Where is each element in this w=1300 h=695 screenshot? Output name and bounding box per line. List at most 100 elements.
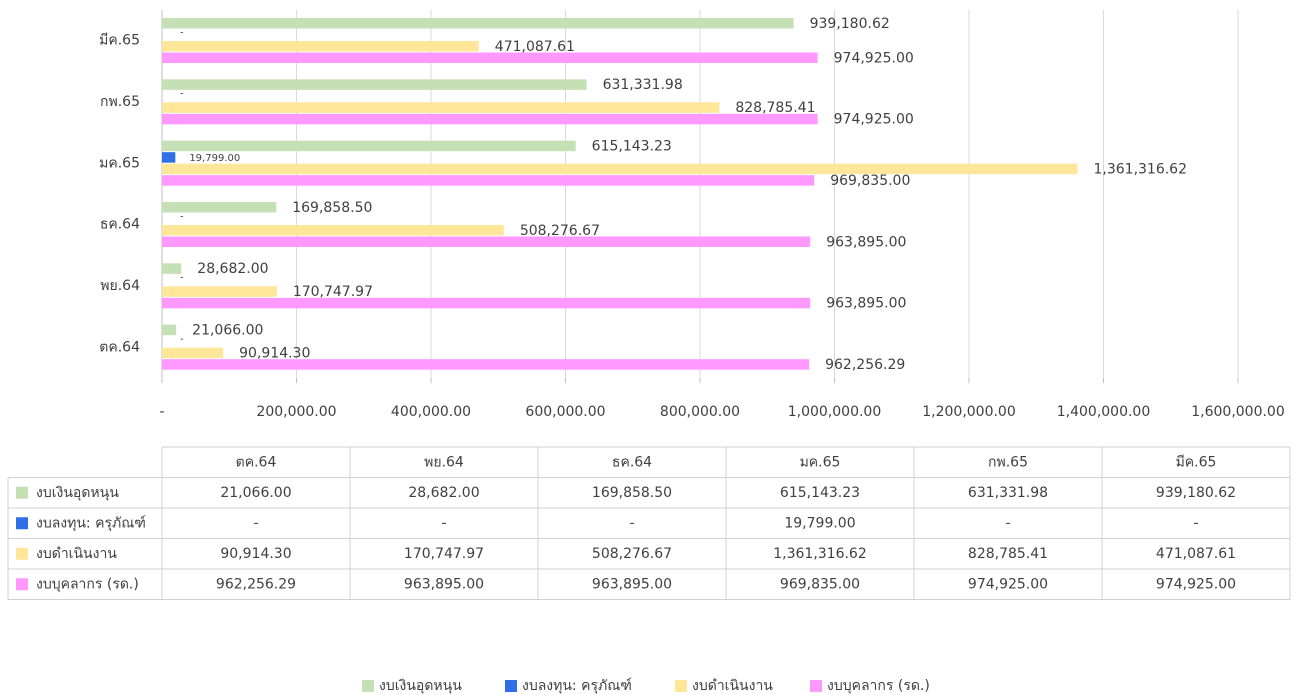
bar (162, 140, 576, 152)
x-tick-label: 1,400,000.00 (1057, 404, 1151, 420)
bar (162, 163, 1078, 175)
table-cell: 974,925.00 (968, 576, 1048, 592)
table-cell: - (253, 515, 258, 531)
table-cell: 963,895.00 (404, 576, 484, 592)
bar (162, 297, 811, 309)
legend-label: งบดำเนินงาน (692, 678, 773, 694)
bar (162, 359, 810, 370)
data-label: 631,331.98 (603, 77, 683, 93)
bar (162, 202, 277, 213)
data-label: 90,914.30 (239, 345, 310, 361)
table-cell: 169,858.50 (592, 485, 672, 501)
data-label: 974,925.00 (834, 112, 914, 128)
category-label: มค.65 (99, 155, 140, 171)
data-label: 471,087.61 (495, 39, 575, 55)
x-tick-label: 800,000.00 (660, 404, 740, 420)
data-label: 21,066.00 (192, 322, 263, 338)
table-header: มค.65 (800, 454, 841, 470)
x-tick-label: 1,200,000.00 (922, 404, 1016, 420)
x-tick-label: 400,000.00 (391, 404, 471, 420)
legend-key (16, 486, 28, 499)
x-tick-label: 600,000.00 (525, 404, 605, 420)
table-header: พย.64 (424, 454, 464, 470)
bar (162, 236, 811, 247)
table-cell: 471,087.61 (1156, 546, 1236, 562)
table-cell: 21,066.00 (220, 485, 291, 501)
bar (162, 79, 587, 90)
table-cell: - (629, 515, 634, 531)
x-tick-label: 1,000,000.00 (788, 404, 882, 420)
legend-key (16, 517, 28, 530)
data-label: 962,256.29 (825, 357, 905, 373)
table-cell: 969,835.00 (780, 576, 860, 592)
table-cell: 28,682.00 (408, 485, 479, 501)
data-label: - (180, 334, 184, 345)
data-label: - (180, 273, 184, 284)
data-label: 828,785.41 (735, 100, 815, 116)
legend-key (505, 680, 517, 692)
category-label: มีค.65 (99, 33, 140, 49)
data-label: - (180, 211, 184, 222)
data-label: 169,858.50 (292, 200, 372, 216)
bar (162, 324, 177, 336)
table-cell: 939,180.62 (1156, 485, 1236, 501)
data-label: 28,682.00 (197, 261, 268, 277)
data-label: - (180, 27, 184, 38)
x-tick-label: 1,600,000.00 (1191, 404, 1285, 420)
data-label: - (180, 89, 184, 100)
data-label: 508,276.67 (520, 223, 600, 239)
x-tick-label: 200,000.00 (256, 404, 336, 420)
table-cell: 170,747.97 (404, 546, 484, 562)
table-cell: 963,895.00 (592, 576, 672, 592)
table-row-label: งบบุคลากร (รด.) (36, 576, 139, 592)
legend-key (16, 547, 28, 560)
category-label: กพ.65 (100, 94, 140, 110)
table-header: ตค.64 (236, 454, 277, 470)
table-cell: 974,925.00 (1156, 576, 1236, 592)
table-row-label: งบดำเนินงาน (36, 546, 117, 562)
data-label: 963,895.00 (826, 234, 906, 250)
data-label: 1,361,316.62 (1093, 161, 1187, 177)
table-cell: 19,799.00 (784, 515, 855, 531)
data-label: 170,747.97 (293, 284, 373, 300)
bar (162, 225, 504, 236)
legend-label: งบลงทุน: ครุภัณฑ์ (522, 677, 632, 694)
category-label: ตค.64 (99, 339, 140, 355)
legend-key (16, 578, 28, 591)
bar (162, 113, 818, 125)
bar (162, 41, 479, 52)
table-cell: 962,256.29 (216, 576, 296, 592)
table-header: มีค.65 (1176, 454, 1217, 470)
legend-key (362, 680, 374, 692)
category-label: ธค.64 (100, 217, 140, 233)
bar (162, 263, 182, 274)
table-header: กพ.65 (988, 454, 1028, 470)
x-tick-label: - (159, 404, 164, 420)
table-cell: 1,361,316.62 (773, 546, 867, 562)
table-cell: 90,914.30 (220, 546, 291, 562)
table-row-label: งบเงินอุดหนุน (36, 485, 119, 501)
bar (162, 102, 720, 113)
table-cell: - (1193, 515, 1198, 531)
data-label: 939,180.62 (810, 16, 890, 32)
bar (162, 152, 176, 163)
legend-key (810, 680, 822, 692)
bar (162, 52, 818, 63)
data-label: 969,835.00 (830, 173, 910, 189)
bar (162, 18, 794, 29)
legend-label: งบบุคลากร (รด.) (827, 678, 930, 694)
table-cell: 615,143.23 (780, 485, 860, 501)
table-cell: - (441, 515, 446, 531)
legend-key (675, 680, 687, 692)
table-cell: 828,785.41 (968, 546, 1048, 562)
legend-label: งบเงินอุดหนุน (379, 678, 462, 694)
bar (162, 175, 815, 186)
data-label: 963,895.00 (826, 296, 906, 312)
category-label: พย.64 (100, 278, 140, 294)
table-cell: 508,276.67 (592, 546, 672, 562)
bar (162, 347, 224, 359)
data-label: 19,799.00 (189, 153, 240, 164)
table-header: ธค.64 (612, 454, 652, 470)
bar (162, 286, 277, 297)
